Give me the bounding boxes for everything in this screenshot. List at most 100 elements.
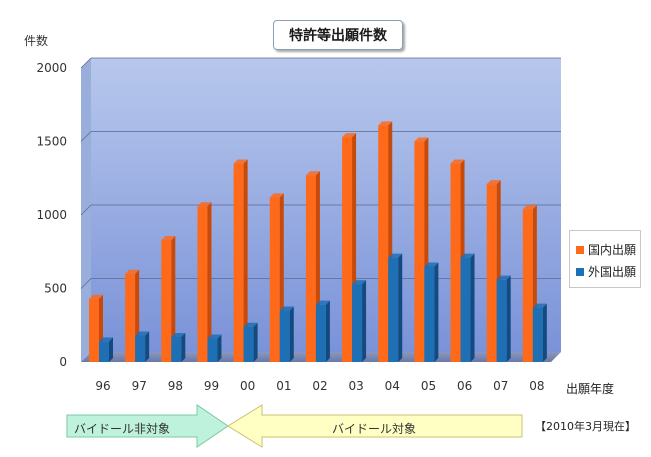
bar-domestic-top	[233, 159, 248, 164]
bar-foreign	[496, 279, 507, 362]
legend: 国内出願 外国出願	[569, 230, 641, 288]
bar-foreign	[279, 310, 290, 362]
bar-foreign	[352, 284, 363, 362]
gridline-side	[80, 204, 92, 216]
bar-domestic-top	[125, 269, 140, 274]
bar-domestic	[305, 175, 316, 362]
date-note: 【2010年3月現在】	[535, 420, 636, 433]
gridline-side	[80, 57, 92, 69]
y-tick-label: 2000	[36, 61, 67, 75]
bar-foreign-top	[207, 334, 222, 339]
bar-domestic	[450, 163, 461, 362]
bar-foreign-side	[181, 333, 186, 362]
y-tick-label: 1000	[36, 208, 67, 222]
bar-foreign-side	[289, 306, 294, 362]
bar-domestic-top	[269, 193, 284, 198]
bar-foreign-side	[470, 253, 475, 362]
bar-foreign-side	[434, 262, 439, 362]
bar-foreign-side	[325, 300, 330, 362]
x-tick-label: 06	[457, 379, 472, 393]
x-tick-label: 02	[312, 379, 327, 393]
x-tick-label: 01	[276, 379, 291, 393]
y-tick-label: 0	[59, 355, 67, 369]
bar-domestic	[269, 197, 280, 362]
arrow-target	[227, 404, 523, 448]
gridline-side	[80, 131, 92, 142]
y-tick-label: 500	[44, 282, 67, 296]
x-tick-label: 97	[132, 379, 147, 393]
bar-domestic	[378, 125, 389, 362]
bar-foreign-top	[99, 337, 113, 342]
legend-swatch-domestic	[576, 245, 584, 254]
bar-domestic-top	[161, 235, 176, 240]
bar-domestic-top	[450, 159, 465, 164]
bar-domestic	[197, 206, 208, 362]
bar-foreign	[532, 307, 543, 362]
bar-foreign	[460, 257, 471, 362]
bar-domestic	[125, 273, 136, 362]
bar-domestic	[414, 141, 425, 362]
bar-domestic-top	[305, 171, 320, 176]
x-tick-label: 00	[240, 379, 255, 393]
arrow-non-target-label: バイドール非対象	[74, 422, 171, 436]
x-tick-label: 98	[168, 379, 183, 393]
bar-foreign	[135, 335, 146, 362]
x-tick-label: 03	[349, 379, 364, 393]
bar-foreign-side	[506, 275, 511, 362]
arrow-target-label: バイドール対象	[332, 422, 417, 436]
gridline-side	[80, 278, 92, 289]
bar-domestic-top	[414, 137, 429, 142]
bar-foreign-top	[135, 331, 150, 336]
bar-foreign-top	[424, 262, 439, 267]
bar-foreign-side	[253, 322, 258, 362]
bar-domestic	[522, 209, 533, 362]
bar-foreign	[388, 257, 399, 362]
bar-foreign-top	[532, 303, 547, 308]
x-axis-label: 出願年度	[566, 382, 615, 396]
x-tick-label: 99	[204, 379, 219, 393]
bar-domestic	[89, 298, 99, 362]
bar-domestic	[233, 163, 244, 362]
bar-foreign-top	[279, 306, 294, 311]
bar-foreign-top	[352, 280, 367, 285]
y-axis-label: 件数	[24, 34, 49, 48]
bar-domestic-top	[342, 133, 357, 138]
bar-foreign	[207, 338, 218, 362]
bar-foreign-top	[243, 322, 258, 327]
bar-domestic-top	[89, 294, 103, 299]
x-tick-label: 05	[421, 379, 436, 393]
legend-label-domestic: 国内出願	[588, 243, 637, 257]
bar-foreign-side	[217, 334, 222, 362]
chart-title: 特許等出願件数	[273, 20, 403, 50]
arrow-non-target	[66, 404, 229, 448]
bar-foreign-top	[315, 300, 330, 305]
bar-foreign	[243, 326, 254, 362]
bar-foreign-top	[171, 333, 186, 338]
bar-domestic-top	[522, 205, 537, 210]
bar-foreign	[99, 341, 109, 362]
x-tick-label: 08	[529, 379, 544, 393]
bar-foreign-top	[388, 253, 403, 258]
bar-foreign-side	[109, 337, 113, 362]
bar-domestic-top	[378, 121, 393, 126]
bar-foreign-side	[145, 331, 150, 362]
bar-domestic	[342, 137, 353, 362]
y-tick-label: 1500	[36, 135, 67, 149]
bar-foreign	[315, 304, 326, 362]
bar-foreign-top	[460, 253, 475, 258]
bar-domestic	[161, 239, 172, 362]
bar-foreign-side	[542, 303, 547, 362]
bar-foreign-side	[398, 253, 403, 362]
legend-item-domestic: 国内出願	[576, 241, 636, 258]
bar-domestic-top	[486, 180, 501, 185]
bar-domestic	[486, 184, 497, 362]
bar-foreign	[424, 266, 435, 362]
bar-foreign-side	[362, 280, 367, 362]
legend-item-foreign: 外国出願	[576, 263, 636, 280]
bar-domestic-side	[171, 235, 176, 362]
legend-label-foreign: 外国出願	[588, 265, 637, 279]
bar-domestic-top	[197, 202, 212, 207]
x-tick-label: 07	[493, 379, 508, 393]
legend-swatch-foreign	[576, 267, 584, 276]
